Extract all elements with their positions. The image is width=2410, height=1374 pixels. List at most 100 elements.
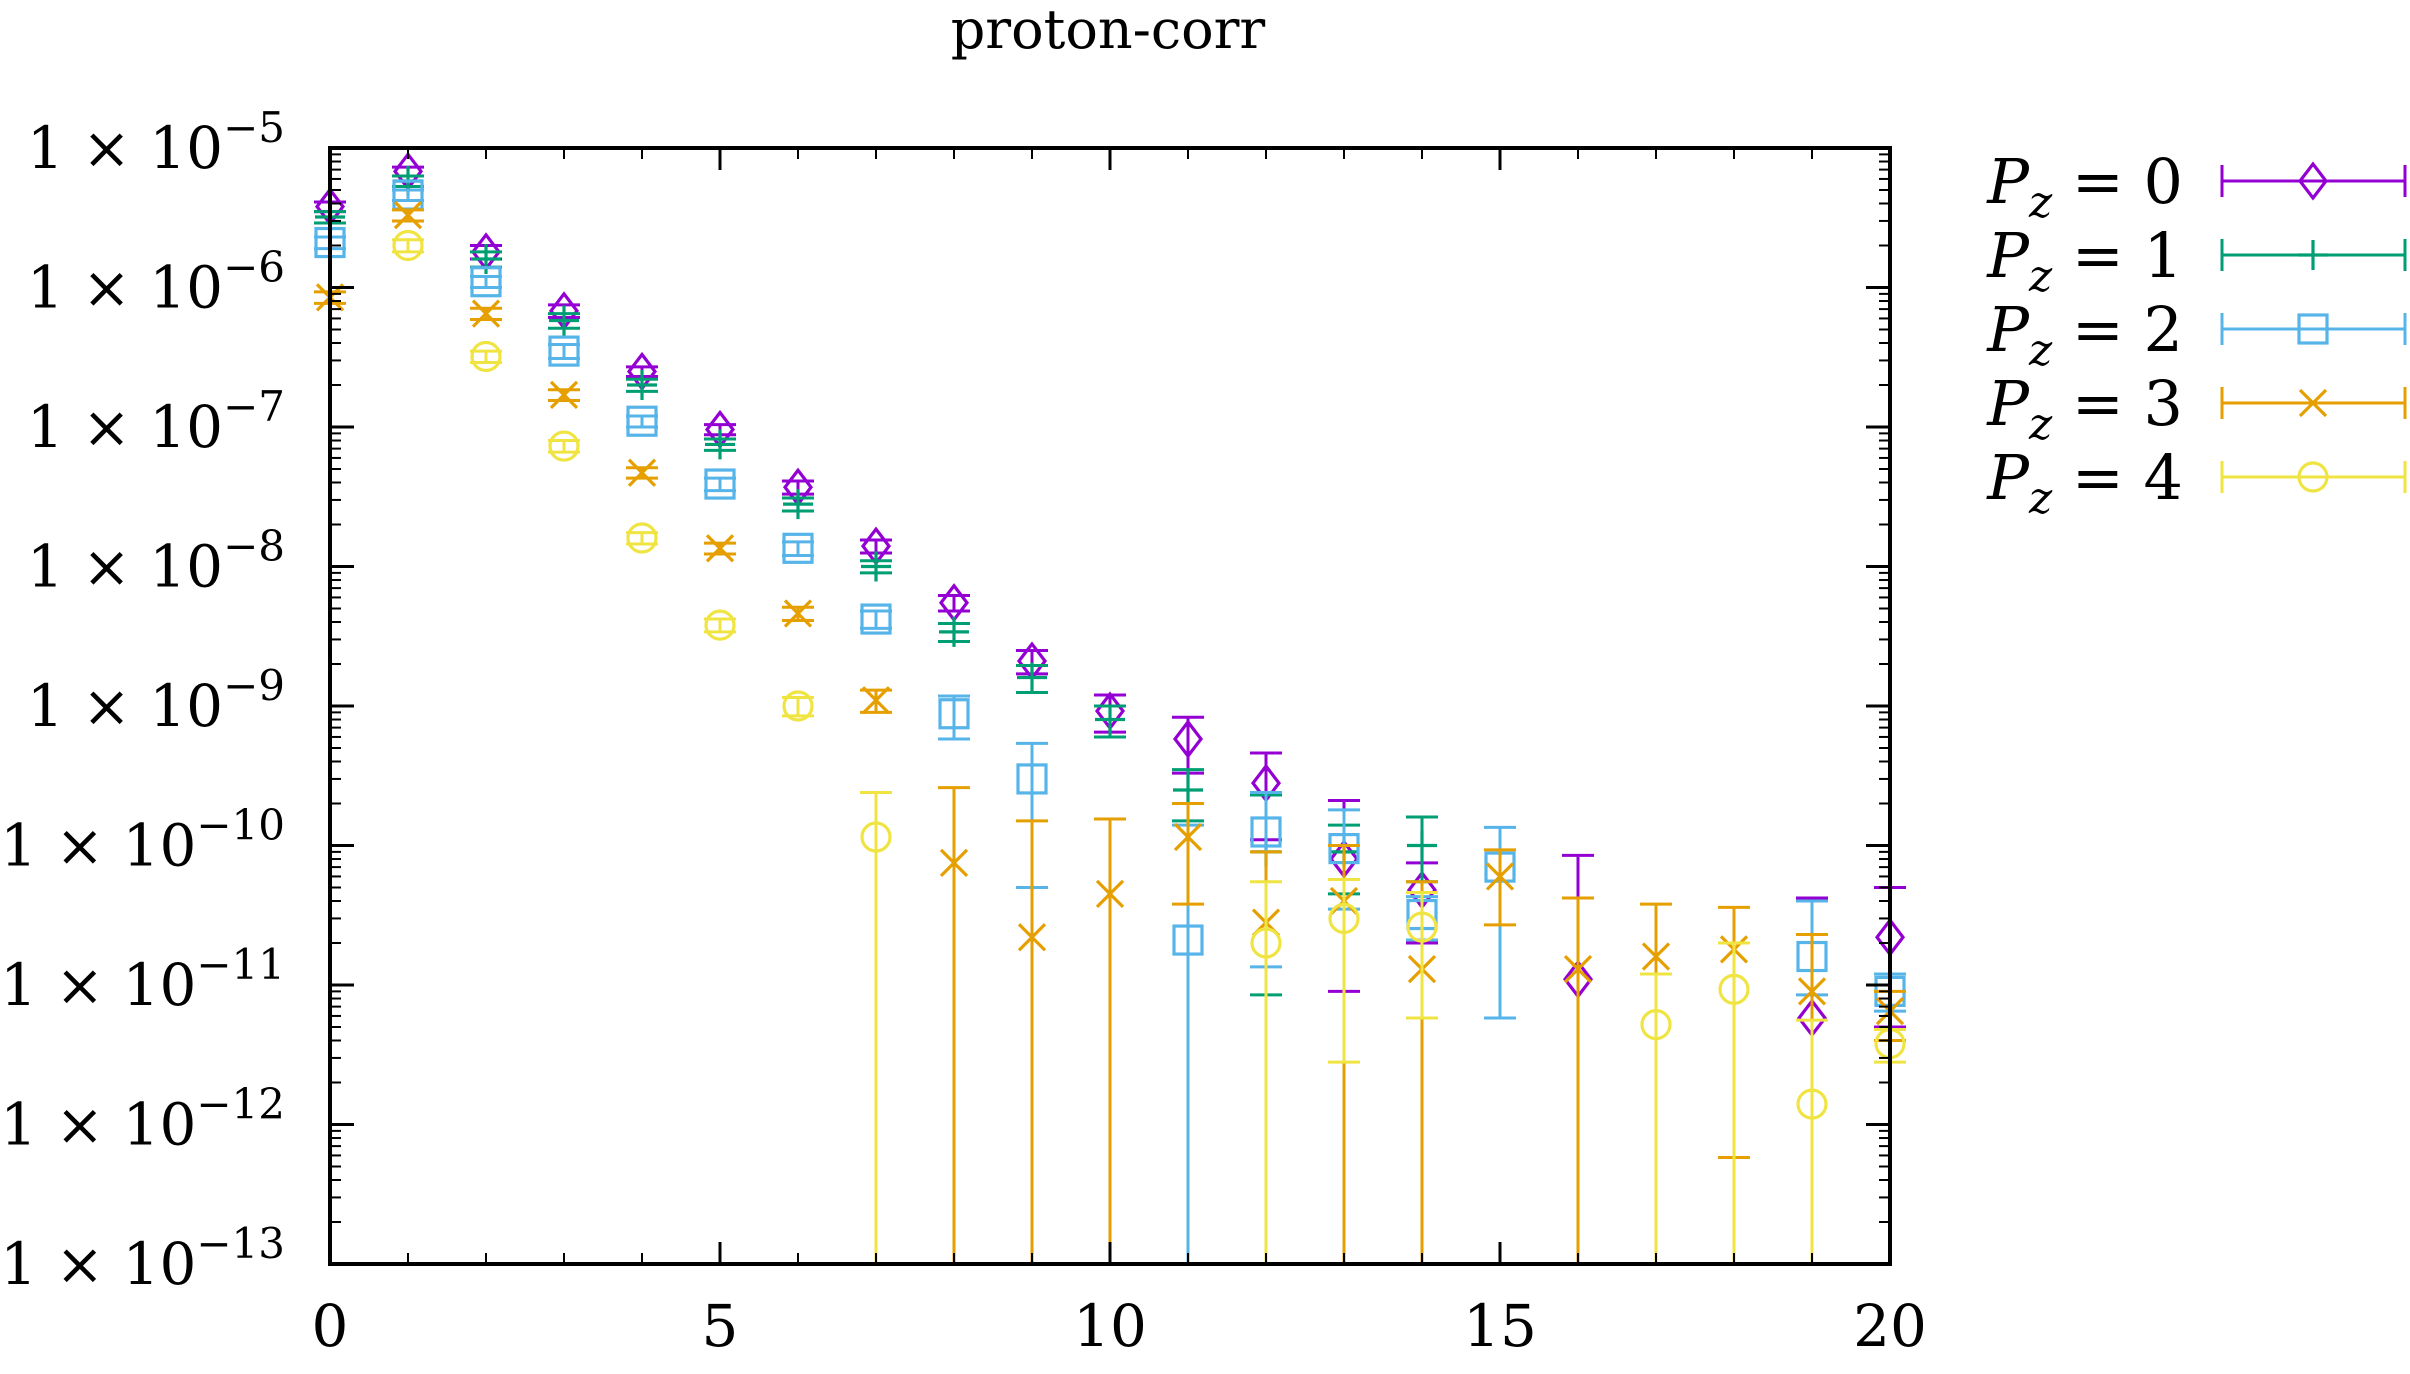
legend-marker-0 [2297,161,2329,201]
legend-rest: = 0 [2052,145,2183,218]
data-point [471,299,501,328]
legend-rest: = 1 [2052,219,2183,292]
y-tick-exponent: −10 [196,801,285,850]
data-point [1250,816,1282,848]
y-tick-base: 1 × 10 [0,812,196,880]
tick-layer: 0 5 10 15 201 × 10−51 × 10−61 × 10−71 × 10−8… [0,103,1927,1360]
y-tick-label-5: 1 × 10−10 [0,801,285,880]
data-point [782,690,814,722]
y-tick-exponent: −11 [196,940,285,989]
legend-marker-1 [2298,240,2328,270]
legend-label-0: Pz = 0 [1986,145,2183,228]
data-point [861,551,891,582]
legend-var: P [1986,441,2030,514]
y-tick-base: 1 × 10 [27,672,223,740]
data-point [782,532,814,564]
y-tick-label-0: 1 × 10−5 [27,103,285,182]
y-tick-exponent: −8 [223,522,285,571]
legend-var: P [1986,145,2030,218]
legend-rest: = 2 [2052,293,2183,366]
data-point [705,429,735,460]
y-tick-base: 1 × 10 [0,1091,196,1159]
y-tick-label-4: 1 × 10−9 [27,661,285,740]
data-point [1172,924,1204,956]
legend-marker-4 [2297,461,2329,493]
y-tick-base: 1 × 10 [27,114,223,182]
y-tick-exponent: −13 [196,1219,285,1268]
data-point [626,405,658,437]
data-point [470,340,502,373]
data-point [627,370,657,401]
data-point [549,305,579,336]
data-point [1016,763,1048,795]
data-point [939,848,969,878]
x-tick-label-2: 10 [1073,1292,1147,1360]
x-tick-label-4: 20 [1853,1292,1927,1360]
y-tick-exponent: −7 [223,382,285,431]
data-point [627,458,657,487]
data-point [1640,1009,1672,1041]
legend-label-1: Pz = 1 [1986,219,2183,302]
data-point [783,489,813,520]
y-tick-label-3: 1 × 10−8 [27,522,285,601]
y-tick-exponent: −5 [223,103,285,152]
x-tick-label-1: 5 [702,1292,739,1360]
data-point [1095,704,1125,735]
data-point [861,686,891,715]
data-point [626,522,658,554]
data-point [548,430,580,462]
data-point [392,229,424,262]
legend-sub: z [2028,325,2053,376]
data-point [1017,662,1047,693]
data-point [470,266,502,298]
y-tick-base: 1 × 10 [0,951,196,1019]
legend-marker-3 [2298,388,2328,418]
legend-sub: z [2028,473,2053,524]
x-tick-label-0: 0 [312,1292,349,1360]
data-point [1095,879,1125,909]
y-tick-label-8: 1 × 10−13 [0,1219,285,1298]
legend-sub: z [2028,251,2053,302]
data-point [548,335,580,367]
data-point [1641,942,1671,971]
data-point [704,609,736,641]
data-point [393,201,423,230]
legend: Pz = 0Pz = 1Pz = 2Pz = 3Pz = 4 [1986,145,2407,524]
x-tick-label-3: 15 [1463,1292,1537,1360]
data-point [1173,774,1203,805]
legend-rest: = 3 [2052,367,2183,440]
y-tick-exponent: −9 [223,661,285,710]
y-tick-base: 1 × 10 [0,1230,196,1298]
data-point [938,698,970,730]
legend-sub: z [2028,399,2053,450]
legend-label-2: Pz = 2 [1986,293,2183,376]
data-point [1718,973,1750,1005]
data-point [1407,830,1437,861]
data-point [549,380,579,409]
y-tick-base: 1 × 10 [27,533,223,601]
data-point [1485,862,1515,891]
y-tick-label-6: 1 × 10−11 [0,940,285,1019]
data-point [1563,954,1593,984]
data-point [1250,927,1282,959]
legend-var: P [1986,293,2030,366]
data-point [939,616,969,647]
series-4 [392,229,1906,1264]
data-point [1017,923,1047,952]
legend-label-3: Pz = 3 [1986,367,2183,450]
data-point [705,534,735,563]
data-point [704,468,736,500]
chart-title: proton-corr [951,0,1266,61]
data-point [1173,822,1203,852]
y-tick-label-1: 1 × 10−6 [27,243,285,322]
data-point [1796,1088,1828,1120]
y-tick-base: 1 × 10 [27,393,223,461]
y-tick-label-2: 1 × 10−7 [27,382,285,461]
legend-rest: = 4 [2052,441,2183,514]
legend-var: P [1986,367,2030,440]
data-point [783,599,813,628]
legend-sub: z [2028,177,2053,228]
plot-layer [314,151,1906,1264]
